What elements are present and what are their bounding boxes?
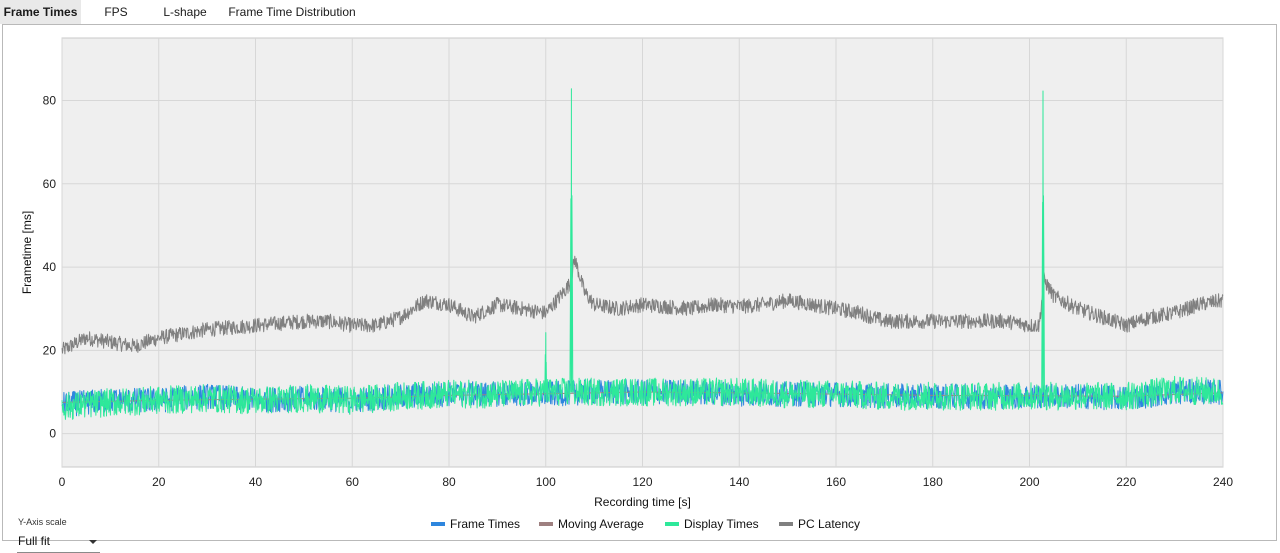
- frametime-chart: 0 20 40 60 80 100 120 140 160 180 200 220 240 0 20 40 60…: [20, 37, 1233, 531]
- legend-label: Display Times: [684, 517, 759, 531]
- x-tick-label: 180: [923, 475, 943, 489]
- y-tick-label: 80: [43, 93, 57, 107]
- x-tick-label: 220: [1116, 475, 1136, 489]
- y-axis-scale-value: Full fit: [18, 534, 51, 548]
- x-tick-label: 100: [536, 475, 556, 489]
- tab-fps[interactable]: FPS: [104, 5, 128, 19]
- x-tick-label: 80: [442, 475, 456, 489]
- legend-swatch: [431, 522, 445, 526]
- legend-label: Frame Times: [450, 517, 520, 531]
- legend-swatch: [779, 522, 793, 526]
- y-tick-label: 20: [43, 343, 57, 357]
- tab-bar: Frame Times FPS L-shape Frame Time Distr…: [0, 0, 1280, 24]
- tab-frame-time-distribution[interactable]: Frame Time Distribution: [228, 5, 356, 19]
- series-line-pc-latency: [61, 255, 1224, 355]
- x-tick-label: 120: [632, 475, 652, 489]
- y-axis-scale-dropdown[interactable]: Full fit: [17, 531, 100, 553]
- legend-label: Moving Average: [558, 517, 644, 531]
- legend-swatch: [539, 522, 553, 526]
- y-tick-label: 60: [43, 177, 57, 191]
- y-tick-label: 0: [49, 427, 56, 441]
- chart-panel: 0 20 40 60 80 100 120 140 160 180 200 220 240 0 20 40 60…: [2, 24, 1277, 553]
- x-tick-label: 160: [826, 475, 846, 489]
- chevron-down-icon: [89, 540, 97, 544]
- tab-frame-times[interactable]: Frame Times: [0, 0, 81, 24]
- x-tick-label: 140: [729, 475, 749, 489]
- legend-swatch: [665, 522, 679, 526]
- x-tick-label: 0: [59, 475, 66, 489]
- x-tick-label: 60: [346, 475, 360, 489]
- tab-l-shape[interactable]: L-shape: [163, 5, 207, 19]
- legend-label: PC Latency: [798, 517, 860, 531]
- y-axis-scale-label: Y-Axis scale: [18, 517, 67, 527]
- x-axis-label: Recording time [s]: [594, 495, 691, 509]
- series-line-display-times: [61, 88, 1224, 420]
- y-tick-label: 40: [43, 260, 57, 274]
- y-axis-label: Frametime [ms]: [20, 211, 34, 294]
- x-tick-label: 20: [152, 475, 166, 489]
- x-tick-label: 240: [1213, 475, 1233, 489]
- x-tick-label: 40: [249, 475, 263, 489]
- x-tick-label: 200: [1019, 475, 1039, 489]
